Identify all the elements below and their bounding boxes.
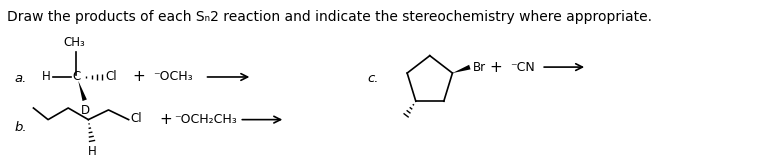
Text: ⁻OCH₃: ⁻OCH₃	[153, 70, 192, 83]
Text: Cl: Cl	[106, 70, 118, 83]
Polygon shape	[78, 81, 87, 101]
Text: a.: a.	[14, 72, 27, 85]
Text: Cl: Cl	[131, 112, 142, 125]
Text: +: +	[489, 60, 502, 75]
Polygon shape	[452, 65, 471, 73]
Text: ⁻OCH₂CH₃: ⁻OCH₂CH₃	[174, 113, 237, 126]
Text: C: C	[72, 70, 80, 83]
Text: b.: b.	[14, 121, 27, 134]
Text: CH₃: CH₃	[64, 36, 86, 49]
Text: D: D	[81, 104, 90, 117]
Text: Draw the products of each Sₙ2 reaction and indicate the stereochemistry where ap: Draw the products of each Sₙ2 reaction a…	[7, 10, 652, 24]
Text: H: H	[87, 145, 96, 158]
Text: +: +	[160, 112, 172, 127]
Text: c.: c.	[367, 72, 379, 85]
Text: ⁻CN: ⁻CN	[511, 61, 535, 74]
Text: H: H	[42, 70, 51, 83]
Text: Br: Br	[473, 61, 486, 74]
Text: +: +	[132, 69, 145, 84]
